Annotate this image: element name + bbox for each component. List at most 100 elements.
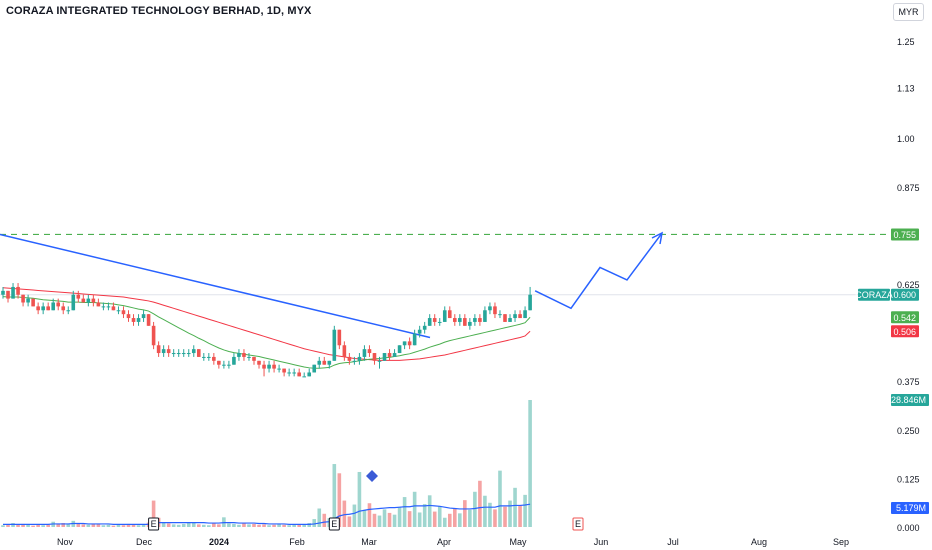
candle-body [71, 294, 76, 311]
candle-body [51, 302, 55, 311]
candle-body [352, 360, 357, 362]
candle-body [91, 298, 96, 303]
candle-body [473, 318, 477, 322]
earnings-marker: E [572, 517, 584, 531]
candle-body [478, 318, 482, 322]
x-tick-label: Feb [289, 537, 305, 547]
ma-slow-label-bg [891, 325, 919, 338]
ma-slow-line [2, 287, 531, 361]
last-price-label: 0.600 [893, 290, 916, 300]
candle-body [146, 314, 151, 326]
volume-bar [447, 513, 452, 527]
earnings-badge [572, 517, 584, 531]
volume-bar [272, 524, 276, 527]
volume-bar [453, 508, 457, 527]
candle-body [412, 333, 417, 346]
candle-body [227, 364, 231, 366]
candle-body [186, 353, 191, 355]
volume-bar [106, 524, 111, 527]
volume-bar [232, 523, 236, 527]
volume-label: 28.846M [891, 395, 926, 405]
x-tick-label: Dec [136, 537, 153, 547]
y-tick-label: 0.250 [897, 426, 920, 436]
volume-bar [237, 524, 241, 527]
volume-bar [1, 525, 5, 527]
candle-body [151, 325, 156, 346]
volume-bar [437, 506, 442, 527]
volume-bar [392, 514, 397, 527]
candle-body [362, 349, 367, 357]
volume-bar [202, 524, 206, 527]
volume-bar [397, 507, 402, 527]
y-tick-label: 0.375 [897, 377, 920, 387]
projection-arrowhead [651, 231, 664, 245]
candle-body [432, 318, 437, 322]
earnings-letter: E [331, 519, 337, 529]
candle-body [101, 306, 106, 308]
candle-body [222, 364, 226, 366]
candle-body [121, 310, 126, 315]
candle-body [437, 321, 442, 323]
y-tick-label: 0.625 [897, 280, 920, 290]
volume-bar [41, 525, 45, 527]
volume-bar [417, 512, 422, 527]
volume-bar [442, 517, 447, 527]
drawings [0, 231, 888, 482]
candle-body [1, 290, 5, 295]
volume-bar [478, 480, 482, 527]
candle-body [292, 372, 296, 374]
signal-diamond [366, 470, 378, 482]
volume-bar [262, 524, 266, 527]
volume-bar [277, 523, 281, 527]
volume-ma-label: 5.179M [896, 503, 926, 513]
volume-bar [166, 523, 171, 527]
y-tick-label: 1.13 [897, 84, 915, 94]
volume-bar [136, 525, 141, 527]
volume-bar [458, 513, 462, 527]
candle-body [488, 306, 492, 311]
volume-bar [141, 524, 146, 527]
volume-ma-label-bg [891, 502, 929, 514]
volume-bar [191, 522, 196, 527]
x-tick-label: May [509, 537, 527, 547]
candle-body [282, 368, 286, 373]
volume-bar [96, 524, 101, 527]
candle-body [523, 310, 527, 319]
volume-bar [161, 522, 166, 527]
volume-bar [347, 516, 352, 527]
candle-body [417, 329, 422, 334]
earnings-marker: E [328, 517, 340, 531]
volume-ma-line [3, 503, 531, 525]
volume-bar [523, 494, 527, 527]
candle-body [503, 314, 507, 322]
candle-body [191, 349, 196, 354]
volume-bar [483, 495, 487, 527]
x-tick-label: 2024 [209, 537, 229, 547]
candle-body [387, 353, 392, 357]
candle-body [232, 356, 236, 365]
volume-bar [498, 470, 502, 527]
candle-body [141, 314, 146, 319]
candle-body [181, 353, 186, 355]
volume-label-bg [891, 394, 929, 406]
x-tick-label: Jul [667, 537, 679, 547]
volume-bar [312, 519, 317, 527]
volume-bar [377, 515, 382, 527]
volume-bar [302, 524, 306, 527]
candle-body [202, 356, 206, 358]
candle-body [76, 294, 81, 299]
candle-body [171, 353, 176, 355]
volume-bars [1, 400, 532, 527]
volume-bar [382, 509, 387, 527]
volume-bar [126, 523, 131, 527]
candle-body [493, 306, 497, 315]
currency-button[interactable]: MYR [893, 3, 924, 21]
volume-bar [227, 523, 231, 527]
volume-bar [121, 525, 126, 527]
ma-fast-label-bg [891, 311, 919, 324]
candle-body [317, 360, 322, 365]
candle-body [377, 360, 382, 362]
candle-body [528, 294, 532, 311]
candle-body [272, 364, 276, 369]
